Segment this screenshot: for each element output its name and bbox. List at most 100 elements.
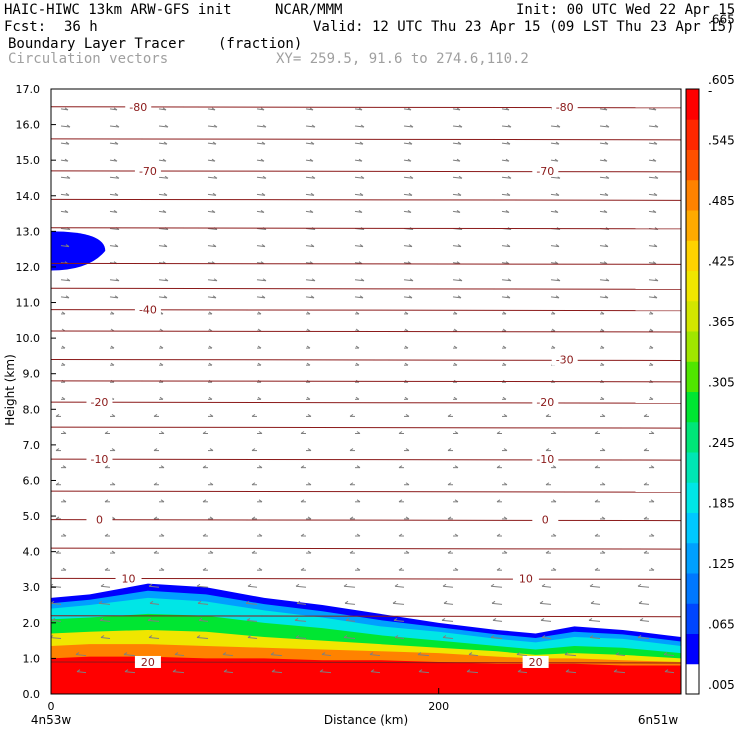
vector-arrow xyxy=(295,585,307,588)
vector-arrowhead xyxy=(258,465,263,469)
contour-label: 10 xyxy=(122,572,136,585)
vector-arrowhead xyxy=(545,413,550,417)
vector-arrow xyxy=(158,279,169,282)
vector-arrowhead xyxy=(209,516,214,520)
vector-arrow xyxy=(345,619,356,622)
vector-arrowhead xyxy=(197,600,202,604)
vector-arrowhead xyxy=(650,533,655,537)
vector-arrowhead xyxy=(393,617,398,621)
vector-arrowhead xyxy=(306,345,311,349)
vector-arrowhead xyxy=(212,295,217,299)
vector-arrowhead xyxy=(637,583,642,587)
vector-arrowhead xyxy=(554,261,559,265)
vector-arrowhead xyxy=(496,465,501,469)
vector-arrowhead xyxy=(153,413,158,417)
contour-label: 0 xyxy=(96,514,103,527)
vector-arrow xyxy=(639,619,650,622)
vector-arrowhead xyxy=(148,635,153,638)
isotherm-line xyxy=(51,330,681,333)
contour-label-bg xyxy=(86,396,113,409)
vector-arrowhead xyxy=(100,583,105,587)
vector-arrowhead xyxy=(601,448,606,451)
colorbar-swatch xyxy=(686,421,699,453)
vector-arrowhead xyxy=(454,431,459,434)
vector-arrowhead xyxy=(360,124,365,128)
vector-arrowhead xyxy=(458,124,463,128)
vector-arrowhead xyxy=(104,465,109,469)
vector-arrowhead xyxy=(653,244,658,248)
vector-arrow xyxy=(148,636,160,639)
vector-arrow xyxy=(207,296,217,299)
vector-arrowhead xyxy=(358,261,363,265)
vector-arrowhead xyxy=(257,396,262,400)
vector-arrowhead xyxy=(164,278,169,282)
vector-arrow xyxy=(452,108,461,111)
vector-arrow xyxy=(648,262,657,265)
vector-arrowhead xyxy=(507,124,512,128)
vector-arrowhead xyxy=(258,499,263,503)
vector-arrow xyxy=(452,125,463,128)
y-tick-label: 11.0 xyxy=(16,297,41,310)
vector-arrowhead xyxy=(114,192,119,196)
vector-arrowhead xyxy=(652,261,657,265)
vector-arrowhead xyxy=(355,362,360,366)
vector-arrowhead xyxy=(613,669,618,673)
y-tick-label: 8.0 xyxy=(23,403,41,416)
vector-arrow xyxy=(589,636,601,639)
vector-arrowhead xyxy=(503,516,508,520)
vector-arrow xyxy=(516,654,528,657)
vector-arrowhead xyxy=(594,431,599,434)
vector-arrow xyxy=(490,636,503,639)
vector-arrow xyxy=(565,671,577,674)
vector-arrowhead xyxy=(211,210,216,213)
vector-arrowhead xyxy=(458,278,463,282)
vector-arrowhead xyxy=(564,652,569,655)
vector-arrow xyxy=(197,602,209,605)
vector-arrow xyxy=(76,671,87,674)
vector-arrowhead xyxy=(507,278,512,282)
vector-arrowhead xyxy=(604,295,609,299)
vector-arrowhead xyxy=(153,516,158,520)
vector-arrowhead xyxy=(309,158,314,162)
vector-arrowhead xyxy=(153,482,158,486)
vector-arrowhead xyxy=(208,396,213,400)
contour-label-bg xyxy=(551,353,578,366)
vector-arrowhead xyxy=(270,652,275,655)
vector-arrowhead xyxy=(405,413,410,417)
vector-arrow xyxy=(305,245,315,248)
vector-arrowhead xyxy=(565,669,570,673)
vector-arrowhead xyxy=(638,600,643,604)
vector-arrowhead xyxy=(160,533,165,537)
vector-arrowhead xyxy=(123,652,128,655)
vector-arrow xyxy=(452,210,461,213)
vector-arrowhead xyxy=(307,482,312,486)
vector-arrow xyxy=(599,210,608,213)
vector-arrow xyxy=(599,125,610,128)
vector-arrowhead xyxy=(541,635,546,638)
vector-arrow xyxy=(466,671,479,674)
vector-arrowhead xyxy=(394,635,399,638)
vector-arrowhead xyxy=(62,431,67,434)
vector-arrowhead xyxy=(505,210,510,213)
vector-arrowhead xyxy=(223,669,228,673)
vector-arrowhead xyxy=(359,244,364,248)
vector-arrowhead xyxy=(541,583,546,587)
vector-arrowhead xyxy=(555,192,560,196)
x-axis: 0 200 xyxy=(48,688,449,713)
vector-arrowhead xyxy=(653,192,658,196)
vector-arrow xyxy=(394,636,405,639)
colorbar-swatch xyxy=(686,482,699,513)
vector-arrow xyxy=(196,585,209,588)
vector-arrowhead xyxy=(162,107,167,111)
vector-arrow xyxy=(599,279,610,282)
vector-arrowhead xyxy=(545,448,550,451)
vector-arrowhead xyxy=(649,311,654,315)
vector-arrowhead xyxy=(98,600,103,604)
vector-arrowhead xyxy=(652,158,657,162)
vector-arrowhead xyxy=(505,107,510,111)
vector-arrow xyxy=(492,619,503,622)
vectors-label: Circulation vectors xyxy=(8,51,169,67)
vector-arrowhead xyxy=(65,295,70,299)
vector-arrow xyxy=(599,296,609,299)
x-axis-title: Distance (km) xyxy=(324,713,408,727)
